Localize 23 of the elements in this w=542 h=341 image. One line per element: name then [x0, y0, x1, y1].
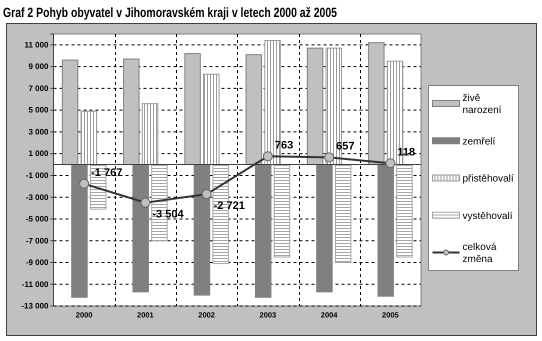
chart-title: Graf 2 Pohyb obyvatel v Jihomoravském kraji v letech 2000 až 2005	[3, 4, 338, 20]
y-tick-label: -13 000	[21, 302, 50, 311]
y-tick-label: -11 000	[22, 280, 50, 289]
y-tick-label: -9 000	[26, 258, 50, 268]
y-tick-label: -5 000	[26, 214, 50, 224]
legend-label: živě narození	[462, 93, 502, 116]
data-label: 118	[397, 146, 416, 158]
y-tick-label: 1 000	[28, 149, 50, 158]
y-tick-label: 9 000	[28, 62, 50, 72]
legend-label: zemřelí	[462, 136, 496, 148]
data-label: -3 504	[152, 208, 184, 221]
y-tick-label: 3 000	[28, 127, 50, 136]
data-label: 657	[336, 140, 354, 152]
y-tick-label: 7 000	[28, 84, 50, 93]
y-tick-label: 11 000	[24, 40, 50, 50]
legend-label: přistěhovalí	[462, 174, 514, 184]
y-tick-label: 5 000	[28, 106, 50, 115]
y-tick-label: -3 000	[26, 192, 50, 202]
y-tick-label: -1 000	[26, 171, 50, 180]
legend-label: vystěhovalí	[462, 210, 513, 222]
data-label: 763	[274, 139, 294, 152]
legend-label: celková změna	[462, 242, 497, 265]
y-tick-label: -7 000	[26, 236, 50, 246]
